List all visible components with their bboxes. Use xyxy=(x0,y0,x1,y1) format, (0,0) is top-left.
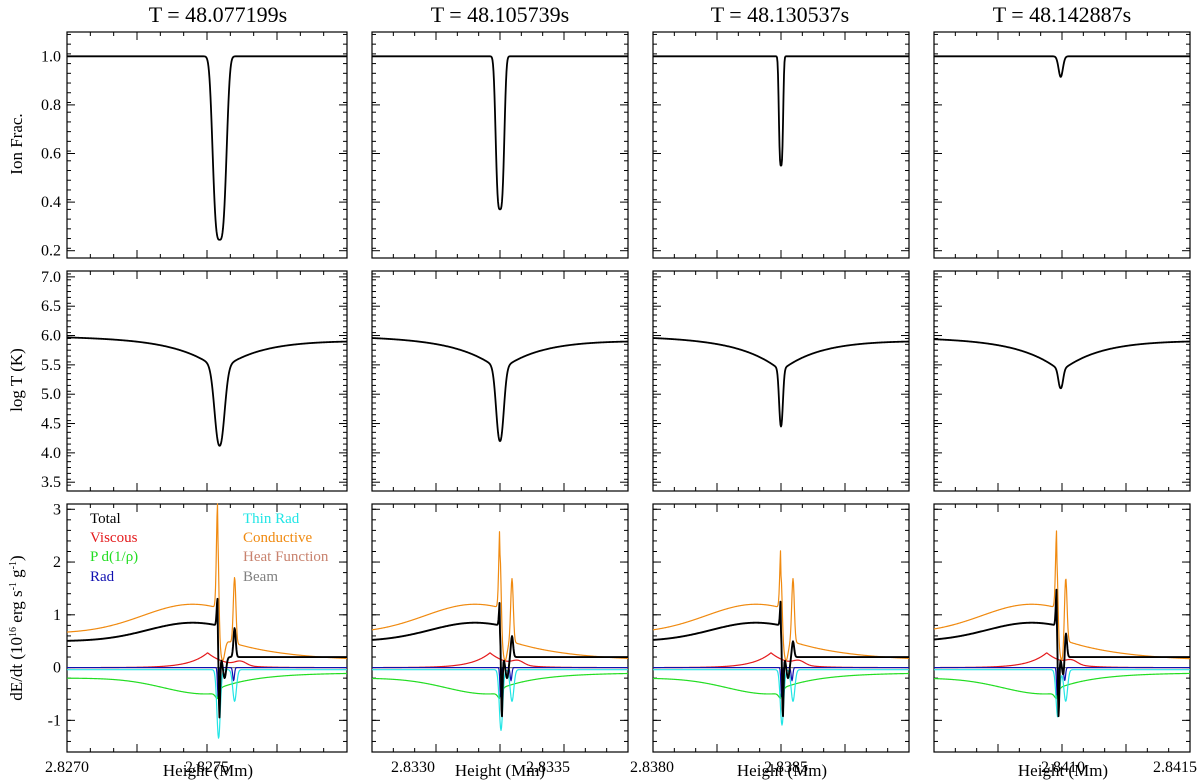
ytick-label: 0.2 xyxy=(41,243,61,260)
energy-line-rad-3 xyxy=(652,666,910,698)
legend-viscous: Viscous xyxy=(90,530,138,546)
energy-line-p-d-1-1 xyxy=(66,672,348,700)
axes-frame-r1-c4 xyxy=(933,31,1191,259)
ytick-label: -1 xyxy=(48,712,61,729)
ytick-label: 3.5 xyxy=(41,474,61,491)
ion-fraction-line-3 xyxy=(652,55,910,167)
ylabel-log-temperature: log T (K) xyxy=(7,348,26,412)
axes-frame-r1-c1 xyxy=(66,31,348,259)
energy-line-thin-rad-3 xyxy=(652,669,910,726)
legend-heat-function: Heat Function xyxy=(243,549,329,565)
axes-frame-r3-c4 xyxy=(933,503,1191,753)
ion-fraction-line-2 xyxy=(371,55,629,211)
legend-pdv: P d(1/ρ) xyxy=(90,549,138,565)
xlabel-3: Height (Mm) xyxy=(737,761,827,780)
energy-line-thin-rad-4 xyxy=(933,669,1191,718)
energy-line-conductive-4 xyxy=(933,530,1191,661)
xtick-label: 2.8410 xyxy=(1041,759,1085,776)
xlabel-1: Height (Mm) xyxy=(163,761,253,780)
legend-total: Total xyxy=(90,511,121,527)
legend-beam: Beam xyxy=(243,569,278,585)
xtick-label: 2.8330 xyxy=(391,759,435,776)
legend-thin-rad: Thin Rad xyxy=(243,511,300,527)
log-temperature-line-2 xyxy=(371,337,629,443)
energy-line-conductive-3 xyxy=(652,550,910,662)
energy-line-viscous-1 xyxy=(66,652,348,669)
panel-title-4: T = 48.142887s xyxy=(993,2,1132,27)
energy-line-rad-2 xyxy=(371,666,629,698)
ytick-label: 6.0 xyxy=(41,328,61,345)
panel-title-1: T = 48.077199s xyxy=(149,2,288,27)
ytick-label: 0.4 xyxy=(41,194,61,211)
ytick-label: 4.5 xyxy=(41,416,61,433)
ytick-label: 1 xyxy=(53,607,61,624)
ion-fraction-line-4 xyxy=(933,55,1191,78)
xtick-label: 2.8270 xyxy=(45,759,89,776)
ytick-label: 4.0 xyxy=(41,445,61,462)
ytick-label: 6.5 xyxy=(41,298,61,315)
ytick-label: 5.5 xyxy=(41,357,61,374)
xtick-label: 2.8275 xyxy=(185,759,229,776)
energy-line-total-4 xyxy=(933,588,1191,718)
energy-line-thin-rad-1 xyxy=(66,669,348,739)
energy-line-conductive-1 xyxy=(66,503,348,662)
xtick-label: 2.8380 xyxy=(630,759,674,776)
ytick-label: 0.8 xyxy=(41,97,61,114)
panels-group: 0.2 0.4 0.6 0.8 1.0 3.5 4.0 4.5 5.0 5.5 6.0 6.5 7.0 -… xyxy=(41,31,1197,776)
xlabel-2: Height (Mm) xyxy=(455,761,545,780)
log-temperature-line-4 xyxy=(933,338,1191,390)
ylabel-ion-fraction: Ion Frac. xyxy=(7,113,26,174)
energy-line-total-2 xyxy=(371,602,629,718)
ytick-label: 3 xyxy=(53,501,61,518)
energy-line-conductive-2 xyxy=(371,531,629,662)
xtick-label: 2.8415 xyxy=(1153,759,1197,776)
xlabel-4: Height (Mm) xyxy=(1018,761,1108,780)
legend: Total Viscous P d(1/ρ) Rad Thin Rad Cond… xyxy=(90,511,329,585)
legend-conductive: Conductive xyxy=(243,530,312,546)
panel-title-2: T = 48.105739s xyxy=(431,2,570,27)
ytick-label: 7.0 xyxy=(41,269,61,286)
panel-title-3: T = 48.130537s xyxy=(711,2,850,27)
ion-fraction-line-1 xyxy=(66,55,348,241)
log-temperature-line-3 xyxy=(652,337,910,428)
xtick-label: 2.8385 xyxy=(764,759,808,776)
ytick-label: 0 xyxy=(53,660,61,677)
ytick-label: 2 xyxy=(53,554,61,571)
xtick-label: 2.8335 xyxy=(526,759,570,776)
ytick-label: 5.0 xyxy=(41,386,61,403)
axes-frame-r1-c3 xyxy=(652,31,910,259)
energy-line-p-d-1-4 xyxy=(933,672,1191,700)
legend-rad: Rad xyxy=(90,569,115,585)
ytick-label: 0.6 xyxy=(41,146,61,163)
axes-frame-r1-c2 xyxy=(371,31,629,259)
energy-line-thin-rad-2 xyxy=(371,669,629,731)
axes-frame-r2-c3 xyxy=(652,270,910,492)
energy-line-rad-1 xyxy=(66,666,348,697)
ytick-label: 1.0 xyxy=(41,48,61,65)
energy-line-total-3 xyxy=(652,600,910,718)
axes-frame-r2-c1 xyxy=(66,270,348,492)
axes-frame-r2-c2 xyxy=(371,270,629,492)
energy-line-total-1 xyxy=(66,597,348,719)
ylabel-energy-rate: dE/dt (1016 erg s-1 g-1) xyxy=(7,555,26,700)
log-temperature-line-1 xyxy=(66,336,348,447)
